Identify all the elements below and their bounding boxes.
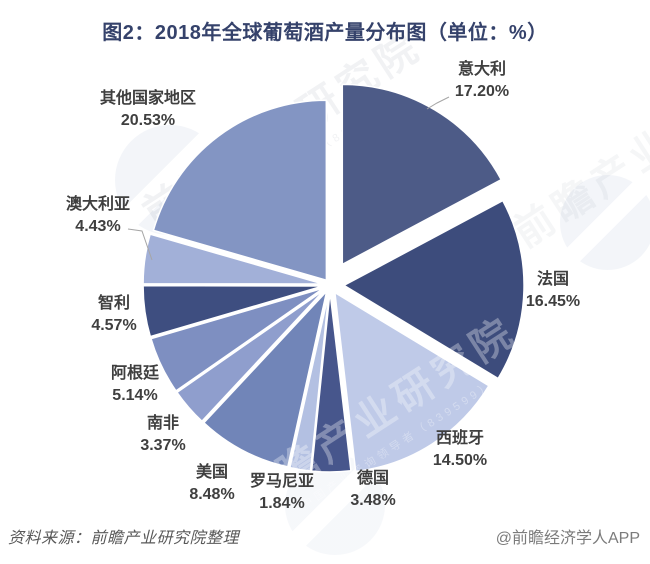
leader-line: [426, 96, 450, 110]
pie-slice-argentina: [150, 287, 325, 392]
watermark-logo-icon: [560, 175, 650, 270]
pie-slice-south-africa: [175, 288, 326, 423]
pie-slice-spain: [333, 291, 490, 473]
pie-slice-chile: [142, 284, 324, 338]
pie-slice-others: [152, 99, 328, 282]
pie-slice-france: [342, 199, 525, 380]
pie-slice-italy: [341, 83, 503, 266]
source-note: 资料来源：前瞻产业研究院整理: [8, 530, 240, 547]
pie-slice-australia: [142, 233, 324, 285]
pie-slice-usa: [202, 288, 329, 468]
chart-title: 图2：2018年全球葡萄酒产量分布图（单位：%）: [102, 22, 548, 44]
credit-note: @前瞻经济学人APP: [495, 530, 640, 547]
pie-slice-germany: [310, 291, 352, 473]
pie-slice-romania: [289, 291, 330, 472]
leader-line: [127, 228, 153, 261]
